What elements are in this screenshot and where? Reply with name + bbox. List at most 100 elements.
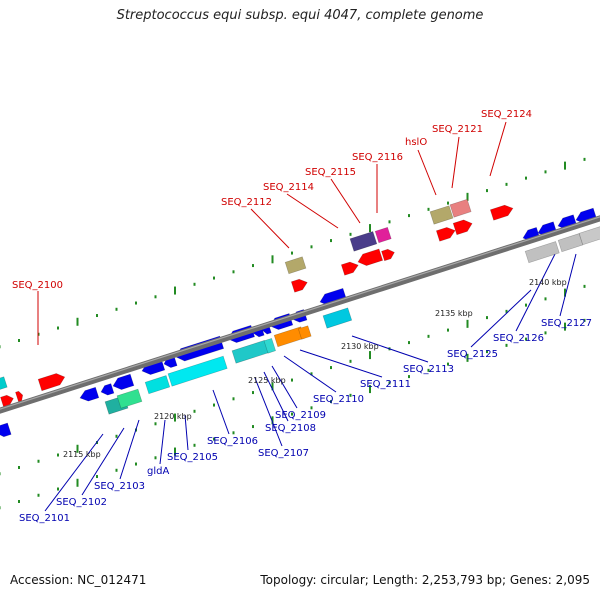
gene-shape — [524, 241, 560, 264]
gene-label-lower[interactable]: SEQ_2109 — [275, 410, 326, 421]
gene-shape — [449, 198, 472, 218]
gene-label-upper[interactable]: SEQ_2121 — [432, 124, 483, 135]
gene-shape — [578, 226, 600, 246]
leader-line — [271, 365, 298, 409]
gene-arrow — [489, 204, 514, 221]
scale-tick-label: 2140 kbp — [529, 278, 567, 287]
gene-arrow — [435, 227, 456, 242]
gene-arrow — [0, 394, 14, 408]
leader-line — [451, 136, 460, 189]
leader-line — [254, 377, 283, 447]
leader-line — [263, 371, 289, 422]
gene-arrow — [578, 226, 600, 246]
leader-line — [351, 335, 429, 363]
gene-shape — [144, 375, 171, 395]
gene-shape — [435, 227, 456, 242]
gene-label-lower[interactable]: gldA — [147, 466, 169, 477]
gene-shape — [15, 390, 24, 403]
gene-shape — [0, 422, 12, 438]
gene-shape — [429, 205, 454, 225]
gene-label-upper[interactable]: hslO — [405, 137, 427, 148]
gene-arrow — [429, 205, 454, 225]
gene-label-lower[interactable]: SEQ_2108 — [265, 423, 316, 434]
gene-label-upper[interactable]: SEQ_2100 — [12, 280, 63, 291]
gene-arrow — [112, 373, 135, 390]
gene-arrow — [357, 248, 384, 266]
gene-shape — [290, 278, 308, 293]
gene-arrow — [100, 383, 115, 396]
gene-shape — [340, 261, 359, 276]
leader-line — [330, 178, 361, 224]
genome-title: Streptococcus equi subsp. equi 4047, com… — [116, 8, 484, 23]
gene-shape — [357, 248, 384, 266]
gene-shape — [263, 337, 276, 354]
gene-label-lower[interactable]: SEQ_2107 — [258, 448, 309, 459]
leader-line — [159, 419, 166, 465]
gene-shape — [374, 226, 392, 244]
gene-arrow — [167, 355, 228, 387]
gene-shape — [284, 256, 307, 275]
gene-label-lower[interactable]: SEQ_2110 — [313, 394, 364, 405]
leader-line — [250, 208, 290, 249]
gene-label-lower[interactable]: SEQ_2127 — [541, 318, 592, 329]
gene-label-lower[interactable]: SEQ_2111 — [360, 379, 411, 390]
gene-shape — [557, 233, 584, 253]
gene-shape — [116, 388, 143, 409]
gene-label-lower[interactable]: SEQ_2105 — [167, 452, 218, 463]
gene-arrow — [263, 337, 276, 354]
gene-arrow — [15, 390, 24, 403]
gene-arrow — [231, 340, 269, 364]
gene-shape — [231, 340, 269, 364]
gene-shape — [297, 325, 312, 340]
gene-arrow — [381, 248, 395, 262]
gene-label-lower[interactable]: SEQ_2102 — [56, 497, 107, 508]
gene-arrow — [144, 375, 171, 395]
gene-arrow — [349, 231, 378, 252]
accession-text: Accession: NC_012471 — [10, 573, 147, 587]
gene-shape — [79, 386, 100, 402]
leader-line — [184, 414, 189, 451]
gene-label-lower[interactable]: SEQ_2126 — [493, 333, 544, 344]
gene-label-lower[interactable]: SEQ_2113 — [403, 364, 454, 375]
gene-shape — [322, 307, 353, 329]
gene-label-lower[interactable]: SEQ_2125 — [447, 349, 498, 360]
gene-arrow — [0, 422, 12, 438]
gene-arrow — [452, 219, 473, 236]
leader-line — [81, 427, 125, 496]
gene-label-upper[interactable]: SEQ_2114 — [263, 182, 314, 193]
leader-line — [559, 253, 577, 317]
leader-line — [417, 149, 437, 196]
gene-arrow — [297, 325, 312, 340]
gene-label-upper[interactable]: SEQ_2115 — [305, 167, 356, 178]
gene-shape — [0, 376, 8, 391]
gene-features — [0, 198, 600, 438]
gene-arrow — [524, 241, 560, 264]
chromosome-backbone — [0, 215, 600, 414]
leader-line — [515, 253, 556, 332]
gene-label-lower[interactable]: SEQ_2103 — [94, 481, 145, 492]
gene-label-upper[interactable]: SEQ_2124 — [481, 109, 532, 120]
gene-shape — [381, 248, 395, 262]
gene-label-lower[interactable]: SEQ_2106 — [207, 436, 258, 447]
leader-line — [489, 121, 507, 177]
gene-arrow — [79, 386, 100, 402]
leader-line — [283, 355, 337, 393]
leader-line — [44, 433, 104, 512]
genome-summary-text: Topology: circular; Length: 2,253,793 bp… — [260, 573, 590, 587]
gene-shape — [167, 355, 228, 387]
gene-shape — [112, 373, 135, 390]
gene-shape — [37, 373, 66, 392]
leader-line — [299, 349, 383, 378]
leader-line — [212, 389, 230, 435]
gene-label-upper[interactable]: SEQ_2116 — [352, 152, 403, 163]
gene-shape — [349, 231, 378, 252]
scale-tick-label: 2135 kbp — [435, 309, 473, 318]
gene-shape — [0, 394, 14, 408]
scale-tick-label: 2130 kbp — [341, 342, 379, 351]
gene-label-lower[interactable]: SEQ_2101 — [19, 513, 70, 524]
gene-label-upper[interactable]: SEQ_2112 — [221, 197, 272, 208]
leader-line — [470, 289, 532, 348]
scale-tick-label: 2115 kbp — [63, 450, 101, 459]
gene-arrow — [290, 278, 308, 293]
